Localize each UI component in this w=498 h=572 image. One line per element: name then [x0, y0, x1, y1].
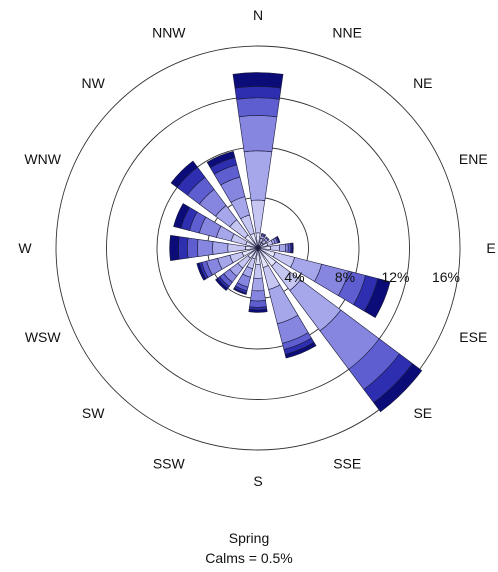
- sector-wnw-band-7: [173, 203, 191, 229]
- sector-w-band-2: [227, 243, 246, 253]
- sector-sw-band-7: [215, 277, 229, 291]
- chart-title: Spring: [228, 530, 270, 546]
- sector-se-band-7: [373, 363, 423, 413]
- wind-sectors: [169, 72, 423, 413]
- sector-w-band-5: [186, 237, 199, 259]
- ring-16%: [55, 45, 461, 451]
- sector-w-band-4: [197, 239, 214, 257]
- sector-n-band-3: [243, 150, 273, 201]
- sector-ene-band-7: [276, 235, 281, 244]
- sector-e-band-2: [270, 244, 280, 252]
- direction-label-nw: NW: [82, 75, 106, 91]
- sector-s-band-7: [248, 308, 268, 313]
- sector-n-band-7: [232, 72, 284, 89]
- direction-labels: N NNE NE ENE E ESE SE SSE S SSW SW WSW W WNW NW NNW: [18, 7, 495, 489]
- sector-n-band-5: [236, 97, 280, 118]
- direction-label-nnw: NNW: [152, 25, 186, 41]
- direction-label-ene: ENE: [459, 151, 488, 167]
- sector-w-band-3: [212, 241, 229, 255]
- calms-subtitle: Calms = 0.5%: [205, 550, 293, 566]
- sector-nne-band-5: [261, 232, 267, 237]
- direction-label-s: S: [253, 473, 262, 489]
- ring-label-4: 4%: [284, 269, 304, 285]
- ring-label-16: 16%: [432, 269, 460, 285]
- sector-ne-band-4: [265, 236, 270, 241]
- sector-s-band-5: [249, 300, 267, 308]
- sector-ssw-band-7: [233, 287, 247, 295]
- ring-label-12: 12%: [381, 269, 409, 285]
- direction-label-sw: SW: [82, 405, 105, 421]
- sector-n-band-4: [238, 115, 278, 153]
- direction-label-ne: NE: [413, 75, 432, 91]
- sector-s-band-4: [250, 290, 266, 302]
- sector-w-band-7: [169, 235, 180, 261]
- sector-n-band-6: [234, 86, 282, 100]
- sector-e-band-7: [291, 242, 294, 254]
- direction-label-wsw: WSW: [25, 329, 62, 345]
- direction-label-sse: SSE: [333, 455, 361, 471]
- direction-label-w: W: [18, 240, 32, 256]
- sector-s-band-3: [251, 277, 265, 292]
- direction-label-e: E: [486, 240, 495, 256]
- sector-nw-band-7: [170, 160, 198, 188]
- sector-w-band-6: [178, 236, 189, 260]
- ring-label-8: 8%: [335, 269, 355, 285]
- direction-label-ese: ESE: [459, 329, 487, 345]
- sector-nnw-band-7: [206, 150, 236, 169]
- sector-ese-band-7: [363, 278, 391, 319]
- direction-label-wnw: WNW: [24, 151, 61, 167]
- direction-label-se: SE: [413, 405, 432, 421]
- sector-e-band-3: [278, 243, 287, 253]
- sector-wsw-band-7: [196, 262, 207, 281]
- direction-label-n: N: [253, 7, 263, 23]
- ring-labels: 4% 8% 12% 16%: [284, 269, 460, 285]
- direction-label-ssw: SSW: [153, 455, 186, 471]
- direction-label-nne: NNE: [332, 25, 362, 41]
- sector-s-band-2: [253, 263, 263, 279]
- sector-sse-band-7: [284, 342, 317, 359]
